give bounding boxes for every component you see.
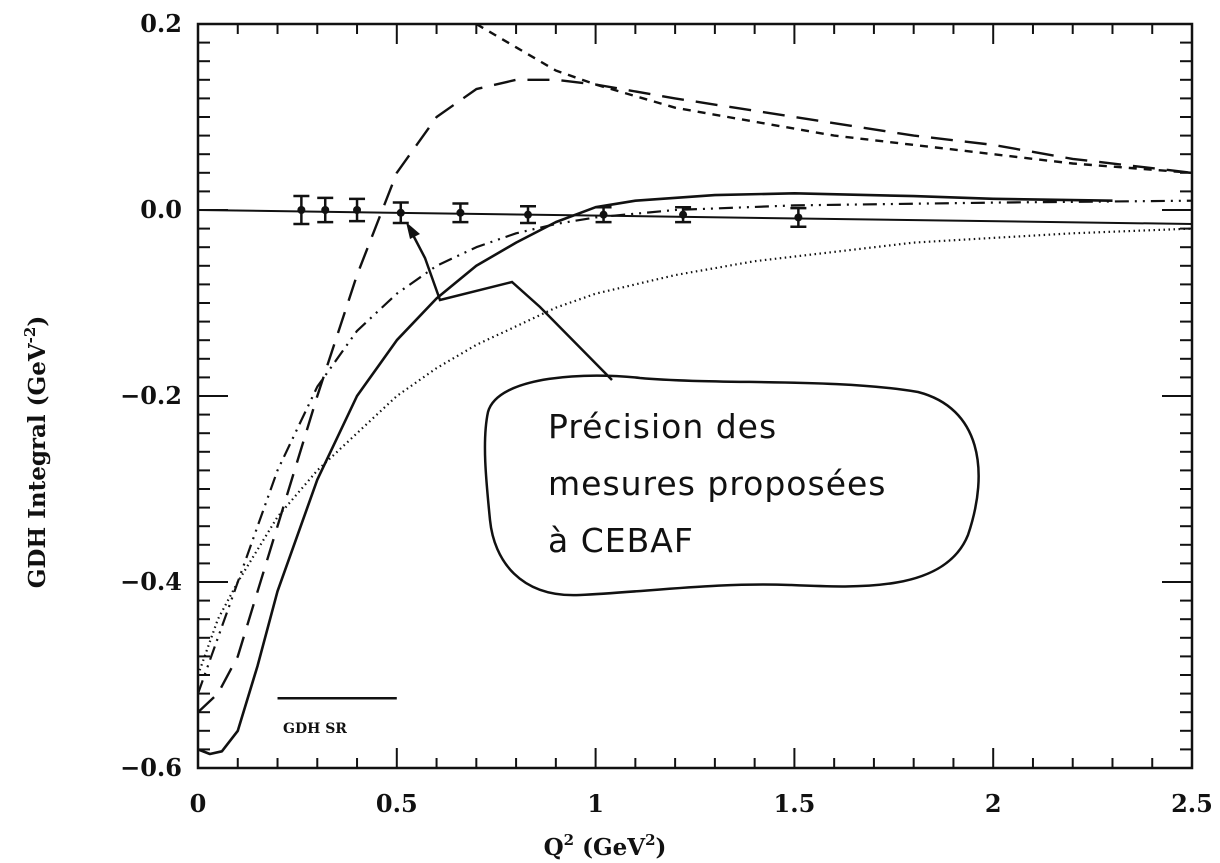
x-tick-label: 0 [190,789,207,818]
y-tick-label: 0.0 [140,195,182,224]
y-tick-label: −0.6 [120,753,182,782]
y-axis-label-close: ) [24,316,51,327]
x-tick-label: 2 [985,789,1002,818]
data-marker [456,208,465,217]
annotation: Précision des mesures proposées à CEBAF [406,222,980,597]
data-marker [353,206,362,214]
data-marker [679,210,688,219]
data-point [790,206,807,228]
x-axis-label-space [574,834,582,861]
data-point [520,205,537,225]
gdh-sr-legend-label: GDH SR [283,721,347,737]
y-tick-label: 0.2 [140,9,182,38]
x-axis-label-unit: (GeV [582,834,646,861]
annotation-bubble [483,374,980,597]
data-point [452,202,469,224]
series-layer [196,22,1193,756]
x-tick-label: 1.5 [774,789,816,818]
data-marker [599,210,608,219]
x-axis-label-unit-sup: 2 [645,831,655,849]
series-line-long-dash [197,78,1193,714]
data-point [675,205,692,224]
data-marker [321,206,330,214]
data-point [595,205,612,224]
x-tick-label: 2.5 [1171,789,1213,818]
data-marker [794,213,803,222]
data-marker [524,210,533,219]
annotation-arrow-line [411,234,613,381]
x-tick-label: 1 [587,789,604,818]
data-point [349,197,366,223]
y-axis-label-text: GDH Integral (GeV [24,342,51,588]
data-marker [396,208,405,217]
x-axis-label-sup: 2 [564,831,574,849]
data-points-layer [293,194,807,228]
tick-labels-layer: 0 0.5 1 1.5 2 2.5 −0.6 −0.4 −0.2 0.0 0.2 [120,9,1213,818]
y-tick-label: −0.2 [120,381,182,410]
x-tick-label: 0.5 [376,789,418,818]
annotation-arrowhead [406,222,420,239]
x-axis-label: Q2 (GeV2) [544,831,667,861]
series-line-short-dash [475,22,1193,174]
series-line-dash-dot-dot [196,199,1193,694]
data-point [293,194,310,226]
data-point [317,196,334,224]
series-line-dotted [196,227,1193,676]
y-axis-label-sup: -2 [21,327,39,344]
x-axis-label-close: ) [656,834,667,861]
annotation-line-3: à CEBAF [548,521,694,560]
data-marker [297,206,306,214]
ticks-layer [197,23,1193,769]
x-axis-label-q: Q [544,834,564,861]
series-line-solid-thin [197,209,1193,225]
series-line-solid-thick [197,192,1113,756]
annotation-line-2: mesures proposées [548,464,887,503]
plot-frame [196,22,1194,770]
y-tick-label: −0.4 [120,567,182,596]
data-point [392,201,409,225]
annotation-line-1: Précision des [548,407,777,446]
y-axis-label: GDH Integral (GeV-2) [21,316,51,588]
